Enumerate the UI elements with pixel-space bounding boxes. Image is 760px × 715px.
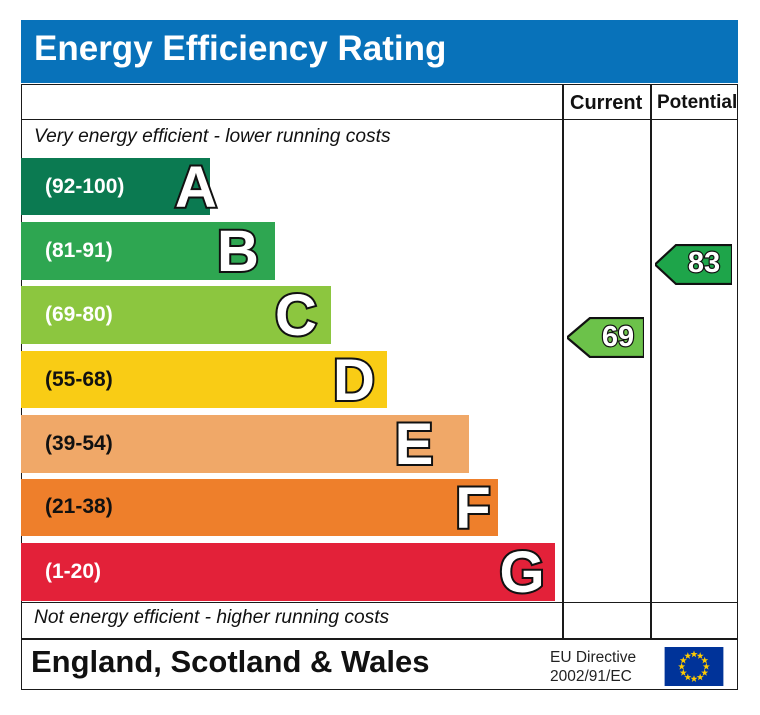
- svg-text:B: B: [217, 219, 259, 284]
- svg-text:D: D: [333, 348, 375, 413]
- svg-text:G: G: [500, 540, 545, 605]
- svg-text:F: F: [455, 476, 490, 541]
- svg-text:C: C: [275, 283, 317, 348]
- svg-text:E: E: [394, 412, 433, 477]
- svg-text:A: A: [175, 155, 217, 220]
- svg-text:69: 69: [602, 321, 634, 353]
- svg-text:83: 83: [688, 247, 720, 279]
